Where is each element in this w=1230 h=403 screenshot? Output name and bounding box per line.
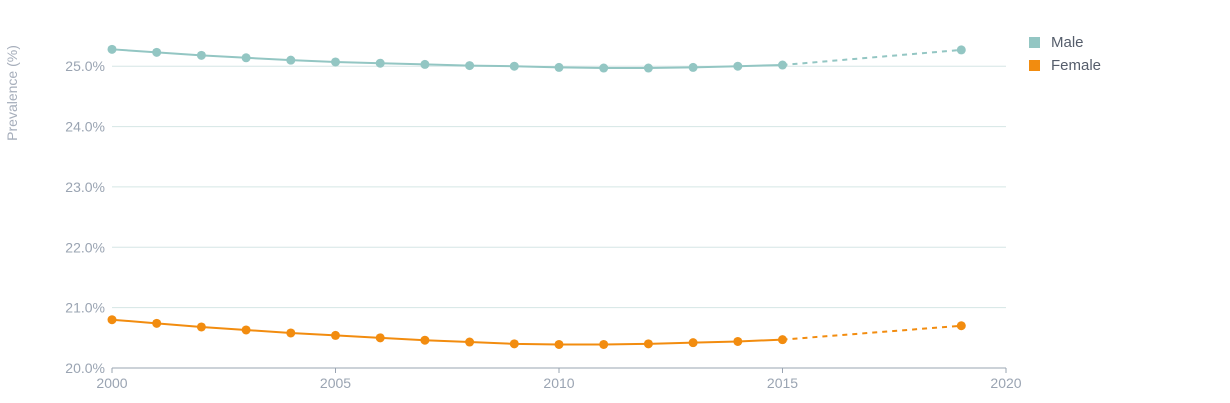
data-point: [778, 335, 787, 345]
data-point: [107, 315, 117, 325]
data-point: [196, 50, 206, 60]
data-point: [688, 338, 698, 348]
y-axis-ticks: 20.0% 21.0% 22.0% 23.0% 24.0% 25.0%: [65, 58, 105, 376]
data-point: [643, 339, 653, 349]
data-point: [331, 330, 340, 340]
data-point: [152, 47, 162, 57]
data-point: [509, 339, 519, 349]
legend-swatch: [1029, 37, 1040, 48]
series-layer: [107, 44, 966, 349]
y-tick-label: 22.0%: [65, 239, 105, 255]
y-tick-label: 20.0%: [65, 360, 105, 376]
series-line-female: [111, 318, 783, 346]
series-projection-male: [782, 48, 962, 67]
y-tick-label: 23.0%: [65, 179, 105, 195]
y-tick-label: 24.0%: [65, 119, 105, 135]
data-point: [465, 337, 475, 347]
series-line-male: [111, 48, 783, 70]
data-point: [375, 333, 385, 343]
data-point: [643, 63, 653, 73]
data-point: [956, 321, 966, 331]
grid-lines: [112, 65, 1006, 309]
data-point: [420, 59, 430, 69]
legend-label: Male: [1051, 34, 1084, 51]
data-point: [331, 57, 340, 67]
data-point: [733, 61, 743, 71]
data-point: [956, 45, 966, 55]
x-tick-label: 2005: [320, 375, 351, 391]
data-point: [599, 63, 609, 73]
legend-label: Female: [1051, 57, 1101, 74]
data-point: [420, 335, 430, 345]
x-tick-label: 2000: [96, 375, 127, 391]
x-axis-ticks: 2000 2005 2010 2015 2020: [96, 368, 1022, 391]
y-tick-label: 25.0%: [65, 58, 105, 74]
data-point: [599, 339, 609, 349]
data-point: [778, 60, 787, 70]
data-point: [241, 53, 251, 63]
legend-swatch: [1029, 60, 1040, 71]
data-point: [509, 61, 519, 71]
series-male: [107, 44, 966, 73]
x-tick-label: 2015: [767, 375, 798, 391]
legend-item-female[interactable]: Female: [1029, 57, 1101, 74]
x-tick-label: 2010: [543, 375, 574, 391]
data-point: [554, 62, 564, 72]
y-tick-label: 21.0%: [65, 300, 105, 316]
y-axis-label: Prevalence (%): [4, 45, 20, 141]
data-point: [554, 339, 564, 349]
series-projection-female: [782, 324, 962, 341]
data-point: [286, 328, 296, 338]
data-point: [286, 55, 296, 65]
data-point: [688, 62, 698, 72]
series-female: [107, 315, 966, 349]
data-point: [152, 318, 162, 328]
data-point: [465, 61, 475, 71]
data-point: [241, 325, 251, 335]
x-tick-label: 2020: [990, 375, 1021, 391]
data-point: [733, 336, 743, 346]
data-point: [196, 322, 206, 332]
legend[interactable]: Male Female: [1029, 34, 1101, 74]
data-point: [375, 58, 385, 68]
legend-item-male[interactable]: Male: [1029, 34, 1084, 51]
data-point: [107, 44, 117, 54]
